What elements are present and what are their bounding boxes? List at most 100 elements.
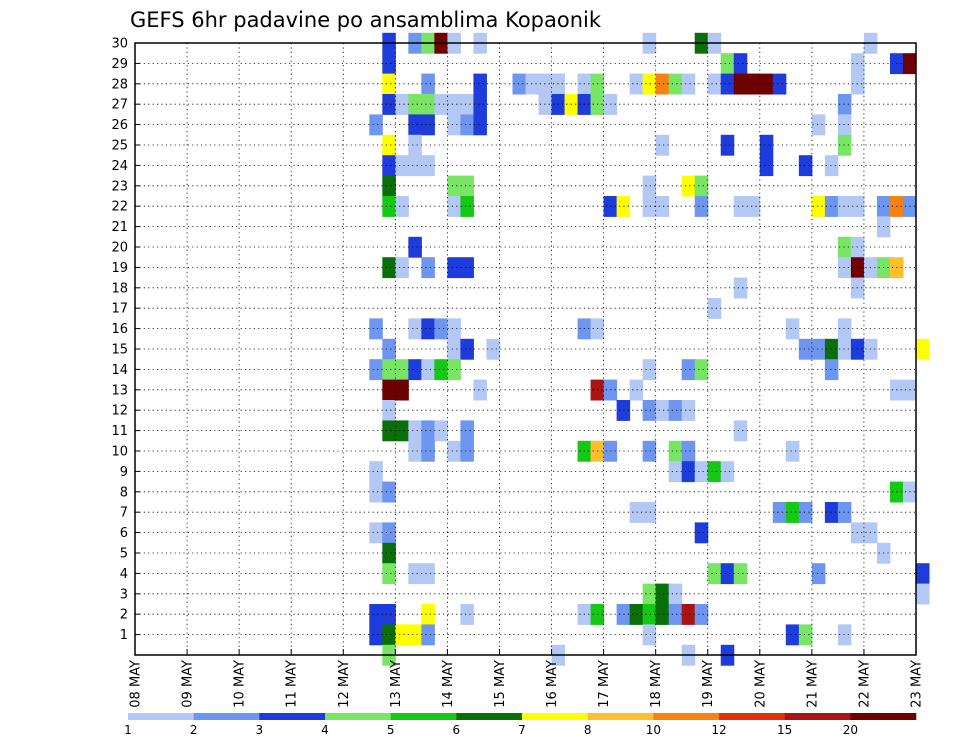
heatmap-cell	[668, 73, 683, 95]
heatmap-cell	[733, 420, 748, 442]
heatmap-cell	[395, 379, 409, 401]
heatmap-cell	[629, 73, 644, 95]
x-tick-label: 23 MAY	[910, 660, 925, 708]
heatmap-cell	[655, 196, 670, 217]
x-tick-label: 16 MAY	[545, 660, 560, 708]
colorbar-swatch	[193, 713, 260, 720]
heatmap-cell	[460, 420, 474, 442]
colorbar-swatch	[784, 713, 851, 720]
heatmap-cell	[694, 175, 709, 197]
y-tick-label: 22	[111, 200, 128, 215]
y-tick-label: 25	[111, 139, 128, 154]
colorbar-swatch	[325, 713, 391, 720]
heatmap-cell	[395, 196, 409, 217]
heatmap-cell	[421, 604, 435, 625]
heatmap-cell	[395, 155, 409, 177]
heatmap-cell	[733, 196, 748, 217]
colorbar-swatch	[850, 713, 917, 720]
colorbar-swatch	[390, 713, 457, 720]
y-axis-ticks: 1234567891011121314151617181920212223242…	[111, 37, 140, 643]
y-tick-label: 15	[111, 343, 128, 358]
x-tick-label: 19 MAY	[701, 660, 716, 708]
heatmap-cell	[460, 338, 474, 360]
heatmap-cell	[473, 94, 487, 115]
heatmap-cell	[395, 94, 409, 115]
colorbar-label: 5	[387, 723, 395, 737]
chart-title: GEFS 6hr padavine po ansamblima Kopaonik	[130, 8, 602, 32]
colorbar-label: 20	[843, 723, 858, 737]
colorbar-label: 15	[777, 723, 792, 737]
heatmap-cell	[382, 53, 396, 75]
heatmap-cell	[447, 175, 461, 197]
heatmap-cell	[421, 624, 435, 646]
colorbar-swatch	[719, 713, 785, 720]
heatmap-cell	[824, 502, 839, 523]
heatmap-cell	[421, 359, 435, 381]
heatmap-cell	[421, 563, 435, 585]
colorbar-label: 8	[584, 723, 592, 737]
heatmap-cell	[486, 338, 500, 360]
heatmap-cell	[460, 440, 474, 462]
heatmap-cell	[733, 563, 748, 585]
colorbar-label: 7	[518, 723, 526, 737]
colorbar-swatch	[587, 713, 654, 720]
heatmap-cell	[681, 73, 696, 95]
heatmap-cell	[382, 196, 396, 217]
heatmap-cell	[382, 94, 396, 115]
y-tick-label: 19	[111, 261, 128, 276]
heatmap-cell	[681, 175, 696, 197]
heatmap-cell	[642, 502, 657, 523]
heatmap-cell	[916, 563, 930, 585]
heatmap-cell	[395, 257, 409, 279]
colorbar-swatch	[128, 713, 194, 720]
heatmap-cell	[447, 318, 461, 340]
heatmap-cell	[382, 134, 396, 156]
heatmap-cell	[772, 73, 787, 95]
heatmap-cell	[798, 502, 813, 523]
y-tick-label: 5	[120, 547, 128, 562]
x-tick-label: 20 MAY	[753, 660, 768, 708]
y-tick-label: 24	[111, 159, 128, 174]
y-tick-label: 21	[111, 220, 128, 235]
heatmap-cell	[837, 94, 852, 115]
heatmap-cell	[421, 73, 435, 95]
heatmap-cell	[733, 53, 748, 75]
heatmap-cell	[785, 624, 800, 646]
heatmap-cell	[460, 604, 474, 625]
heatmap-cell	[408, 94, 422, 115]
heatmap-cell	[837, 114, 852, 136]
heatmap-cell	[460, 114, 474, 136]
heatmap-cell	[408, 318, 422, 340]
y-tick-label: 23	[111, 179, 128, 194]
heatmap-cell	[616, 604, 631, 625]
heatmap-cell	[655, 73, 670, 95]
heatmap-cell	[408, 155, 422, 177]
heatmap-cell	[369, 522, 383, 544]
heatmap-cell	[382, 522, 396, 544]
heatmap-cell	[421, 257, 435, 279]
heatmap-cell	[681, 440, 696, 462]
heatmap-cell	[772, 502, 787, 523]
heatmap-cell	[837, 134, 852, 156]
heatmap-cell	[642, 359, 657, 381]
x-tick-label: 14 MAY	[441, 660, 456, 708]
heatmap-cell	[681, 604, 696, 625]
heatmap-cell	[512, 73, 526, 95]
heatmap-cell	[642, 196, 657, 217]
heatmap-cell	[746, 73, 761, 95]
heatmap-cell	[720, 563, 735, 585]
heatmap-cell	[382, 563, 396, 585]
y-tick-label: 20	[111, 241, 128, 256]
y-tick-label: 3	[120, 587, 128, 602]
heatmap-cell	[369, 114, 383, 136]
heatmap-cell	[785, 318, 800, 340]
y-tick-label: 27	[111, 98, 128, 113]
heatmap-cell	[421, 155, 435, 177]
heatmap-cell	[668, 583, 683, 605]
heatmap-cell	[811, 114, 826, 136]
heatmap-cell	[642, 583, 657, 605]
heatmap-cell	[447, 196, 461, 217]
heatmap-cell	[655, 604, 670, 625]
x-tick-label: 12 MAY	[337, 660, 352, 708]
heatmap-cell	[837, 502, 852, 523]
